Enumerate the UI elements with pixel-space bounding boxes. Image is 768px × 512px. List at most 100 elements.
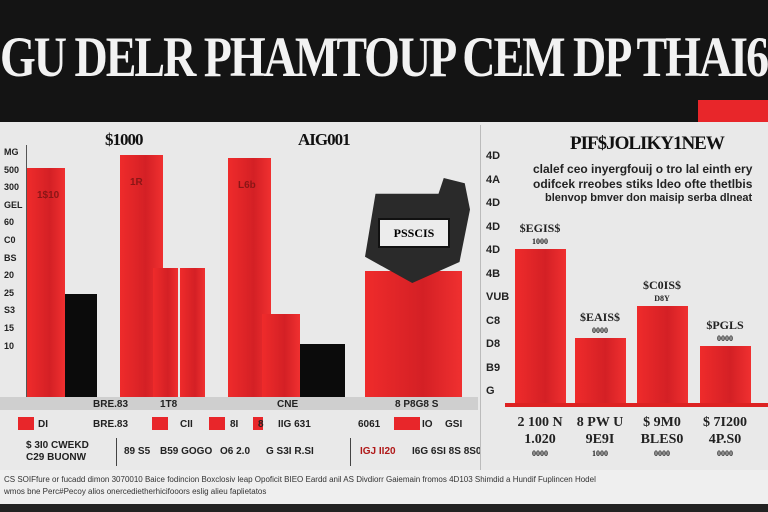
y-tick-label: BS (4, 252, 17, 263)
bar (700, 346, 751, 403)
legend-text: GSI (445, 419, 463, 430)
y-tick-label: G (486, 385, 495, 397)
x-axis (505, 403, 768, 407)
bottom-bar (0, 504, 768, 512)
y-tick-label: 4B (486, 267, 501, 280)
x-note-label: 0000 (654, 449, 670, 458)
x-value-label: 9E9I (585, 432, 615, 447)
bar (65, 293, 97, 397)
x-category-label: 8 PW U (576, 415, 624, 430)
y-tick-label: D8 (486, 338, 501, 350)
y-tick-label: 4D (486, 244, 501, 256)
accent-stripe (698, 100, 768, 122)
footer-text: wmos bne Perc#Pecoy alios onercedietherh… (4, 487, 267, 496)
bar (365, 271, 462, 397)
data-sublabel: 0000 (592, 326, 608, 336)
data-sublabel: 1000 (532, 236, 548, 246)
y-tick-label: 4A (486, 173, 501, 186)
legend-swatch (18, 417, 34, 430)
y-tick-label: B9 (486, 361, 501, 374)
legend-item: CII (180, 419, 193, 430)
legend-swatch (152, 417, 168, 430)
bar (27, 167, 65, 397)
x-category-label: $ 7I200 (703, 415, 747, 430)
separator (350, 438, 351, 466)
bar (515, 248, 566, 403)
y-tick-label: 500 (4, 164, 20, 175)
chart-subtitle: odifcek rreobes stiks ldeo ofte thetlbis (533, 177, 753, 191)
data-label: $EAIS$ (579, 310, 620, 325)
x-label: CNE (277, 399, 299, 410)
x-axis-band (0, 397, 478, 410)
x-label: 8 P8G8 S (395, 399, 439, 410)
y-tick-label: C8 (486, 314, 501, 327)
note: IGJ II20 (360, 446, 396, 457)
bar (575, 338, 626, 403)
y-tick-label: 300 (4, 182, 20, 193)
note: O6 2.0 (220, 446, 251, 457)
y-tick-label: 60 (4, 217, 15, 228)
legend-text: IIG 631 (278, 419, 311, 430)
note: B59 GOGO (160, 446, 213, 457)
x-note-label: 0000 (532, 449, 548, 458)
legend-swatch (209, 417, 225, 430)
y-tick-label: VUB (486, 291, 510, 303)
data-label: $C0IS$ (642, 277, 681, 292)
legend-item: IO (422, 419, 433, 430)
data-label: L6b (238, 179, 256, 191)
footer-text: CS SOIFfure or fucadd dimon 3070010 Baic… (4, 475, 596, 484)
y-tick-label: C0 (4, 235, 16, 245)
data-label: 1R (130, 177, 143, 189)
legend-item: 8 (258, 419, 264, 430)
x-label: 1T8 (160, 399, 178, 410)
y-tick-label: 4D (486, 150, 501, 162)
y-tick-label: 25 (4, 287, 15, 298)
note: I6G 6SI 8S 8S0 (412, 446, 482, 457)
x-note-label: 1000 (592, 449, 608, 458)
chart-title: PIF$JOLIKY1NEW (570, 133, 725, 154)
x-value-label: BLES0 (640, 432, 684, 447)
x-category-label: $ 9M0 (643, 415, 681, 430)
bar (180, 268, 205, 397)
y-tick-label: 10 (4, 340, 15, 351)
chart-subtitle: blenvop bmver don maisip serba dlneat (545, 192, 753, 204)
bar (153, 268, 178, 397)
badge: PSSCIS (378, 218, 450, 248)
bar (262, 313, 300, 397)
y-tick-label: 15 (4, 323, 15, 333)
group-title: $1000 (105, 130, 143, 149)
note: $ 3I0 CWEKD (26, 440, 89, 451)
bar (637, 305, 688, 403)
page-title: GU DELR PHAMTOUP CEM DP THAI60 (0, 24, 768, 89)
y-tick-label: 20 (4, 270, 15, 281)
data-sublabel: 0000 (717, 334, 733, 344)
legend-swatch (253, 417, 263, 430)
note: 89 S5 (124, 446, 151, 457)
y-tick-label: S3 (4, 305, 16, 316)
bar (300, 344, 345, 397)
separator (116, 438, 117, 466)
x-category-label: 2 100 N (517, 415, 563, 430)
data-sublabel: D8Y (654, 293, 670, 303)
note: C29 BUONW (26, 452, 87, 463)
y-axis (26, 145, 27, 397)
group-title: AIG001 (298, 130, 351, 149)
x-note-label: 0000 (717, 449, 733, 458)
chart-subtitle: clalef ceo inyergfouij o tro lal einth e… (533, 162, 753, 176)
header: GU DELR PHAMTOUP CEM DP THAI60 (0, 0, 768, 122)
x-label: BRE.83 (93, 399, 129, 410)
y-tick-label: GEL (4, 199, 23, 210)
y-tick-label: MG (4, 147, 19, 157)
legend-text: BRE.83 (93, 419, 129, 430)
legend-text: 6061 (358, 419, 381, 430)
x-value-label: 4P.S0 (708, 432, 742, 447)
x-value-label: 1.020 (524, 432, 556, 447)
footer: CS SOIFfure or fucadd dimon 3070010 Baic… (0, 470, 768, 504)
note: G S3I R.SI (266, 446, 314, 457)
data-label: 1$10 (37, 189, 60, 201)
y-tick-label: 4D (486, 220, 501, 233)
panel-divider (480, 125, 481, 470)
legend-item: 8I (230, 419, 239, 430)
legend-item: DI (38, 419, 48, 430)
data-label: $EGIS$ (519, 220, 561, 235)
